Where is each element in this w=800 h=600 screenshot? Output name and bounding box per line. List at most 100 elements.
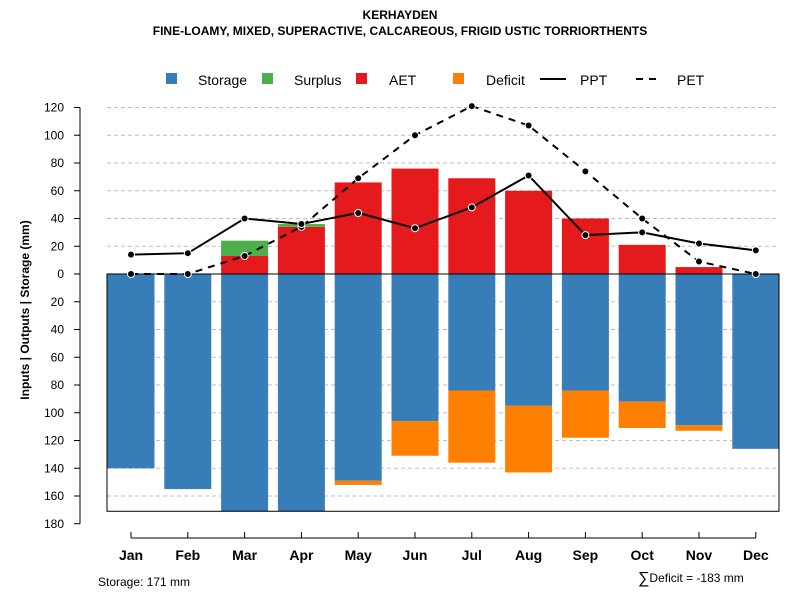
ppt-point bbox=[297, 220, 306, 229]
legend-surplus-swatch bbox=[262, 73, 273, 84]
y-axis-label: Inputs | Outputs | Storage (mm) bbox=[18, 220, 32, 399]
deficit-total-text: Deficit = -183 mm bbox=[649, 571, 744, 585]
y-tick-label: 40 bbox=[51, 212, 65, 226]
sigma-symbol: ∑ bbox=[638, 570, 650, 587]
storage-bar bbox=[334, 274, 382, 481]
legend-surplus-label: Surplus bbox=[294, 72, 341, 88]
aet-bar bbox=[675, 267, 723, 274]
x-tick-label: May bbox=[345, 547, 372, 563]
ppt-point bbox=[581, 231, 590, 240]
aet-bar bbox=[391, 168, 439, 274]
gridlines bbox=[107, 107, 779, 497]
pet-point bbox=[581, 167, 590, 176]
legend-deficit-swatch bbox=[453, 73, 464, 84]
aet-bar bbox=[561, 218, 609, 274]
storage-bar bbox=[561, 274, 609, 391]
lines bbox=[127, 102, 760, 278]
ppt-point bbox=[411, 224, 419, 233]
aet-bar bbox=[277, 226, 325, 274]
x-tick-label: Dec bbox=[743, 547, 769, 563]
pet-point bbox=[695, 257, 703, 266]
pet-point bbox=[183, 270, 192, 278]
y-tick-label: 0 bbox=[57, 267, 64, 281]
pet-point bbox=[127, 270, 135, 278]
y-tick-label: 80 bbox=[51, 156, 65, 170]
y-tick-label: 40 bbox=[51, 323, 65, 337]
legend-aet-label: AET bbox=[389, 72, 417, 88]
y-tick-label: 100 bbox=[44, 406, 64, 420]
deficit-bar bbox=[675, 425, 723, 431]
deficit-bar bbox=[391, 421, 439, 456]
deficit-bar bbox=[448, 390, 496, 463]
ppt-point bbox=[240, 214, 249, 223]
x-tick-label: Feb bbox=[175, 547, 200, 563]
aet-bar bbox=[618, 244, 666, 274]
pet-point bbox=[638, 214, 647, 223]
x-tick-label: Jun bbox=[403, 547, 428, 563]
pet-point bbox=[751, 270, 760, 278]
storage-bar bbox=[277, 274, 325, 512]
storage-bar bbox=[221, 274, 269, 512]
pet-line bbox=[131, 105, 757, 275]
storage-bar bbox=[675, 274, 723, 426]
axes: 120 100 80 60 40 20 0 20 40 60 80 100 120 140 160 180 Ja… bbox=[44, 101, 780, 563]
y-tick-label: 20 bbox=[51, 295, 65, 309]
aet-bar bbox=[221, 255, 269, 274]
deficit-bar bbox=[505, 405, 553, 473]
legend-storage-label: Storage bbox=[198, 72, 247, 88]
ppt-point bbox=[183, 249, 192, 258]
aet-bar bbox=[505, 190, 553, 274]
storage-bar bbox=[618, 274, 666, 402]
pet-point bbox=[354, 174, 363, 183]
aet-bar bbox=[448, 178, 496, 274]
y-tick-label: 60 bbox=[51, 350, 65, 364]
deficit-total: ∑Deficit = -183 mm bbox=[638, 570, 744, 588]
bars bbox=[107, 168, 780, 512]
surplus-bar bbox=[221, 240, 269, 256]
ppt-point bbox=[524, 171, 533, 180]
storage-bar bbox=[164, 274, 212, 490]
storage-bar bbox=[732, 274, 780, 449]
legend-pet-label: PET bbox=[677, 72, 705, 88]
x-tick-label: Oct bbox=[631, 547, 655, 563]
x-tick-label: Mar bbox=[232, 547, 257, 563]
aet-bar bbox=[334, 182, 382, 274]
legend-aet-swatch bbox=[356, 73, 367, 84]
storage-bar bbox=[448, 274, 496, 391]
deficit-bar bbox=[618, 401, 666, 429]
storage-bar bbox=[391, 274, 439, 422]
y-tick-label: 100 bbox=[44, 128, 64, 142]
y-tick-label: 180 bbox=[44, 517, 64, 531]
y-tick-label: 140 bbox=[44, 461, 64, 475]
chart-subtitle: FINE-LOAMY, MIXED, SUPERACTIVE, CALCAREO… bbox=[152, 24, 648, 38]
y-tick-label: 160 bbox=[44, 489, 64, 503]
chart-title: KERHAYDEN bbox=[362, 8, 438, 22]
x-tick-label: Sep bbox=[573, 547, 599, 563]
x-tick-label: Aug bbox=[515, 547, 542, 563]
ppt-point bbox=[638, 228, 647, 237]
y-tick-label: 120 bbox=[44, 101, 64, 115]
x-tick-label: Apr bbox=[289, 547, 314, 563]
legend-deficit-label: Deficit bbox=[486, 72, 525, 88]
pet-point bbox=[524, 121, 533, 130]
y-tick-label: 80 bbox=[51, 378, 65, 392]
ppt-line bbox=[130, 174, 756, 256]
pet-point bbox=[411, 131, 419, 140]
storage-total: Storage: 171 mm bbox=[98, 575, 191, 589]
pet-point bbox=[240, 251, 249, 260]
pet-point bbox=[467, 102, 476, 111]
y-tick-label: 60 bbox=[51, 184, 65, 198]
x-tick-label: Nov bbox=[686, 547, 713, 563]
storage-bar bbox=[107, 274, 155, 469]
ppt-point bbox=[695, 239, 703, 248]
storage-bar bbox=[505, 274, 553, 406]
legend: Storage Surplus AET Deficit PPT PET bbox=[166, 72, 705, 88]
y-tick-label: 120 bbox=[44, 434, 64, 448]
x-tick-label: Jul bbox=[462, 547, 482, 563]
ppt-point bbox=[467, 203, 476, 212]
legend-storage-swatch bbox=[166, 73, 177, 84]
y-tick-label: 20 bbox=[51, 239, 65, 253]
deficit-bar bbox=[334, 480, 382, 485]
ppt-point bbox=[127, 250, 135, 259]
